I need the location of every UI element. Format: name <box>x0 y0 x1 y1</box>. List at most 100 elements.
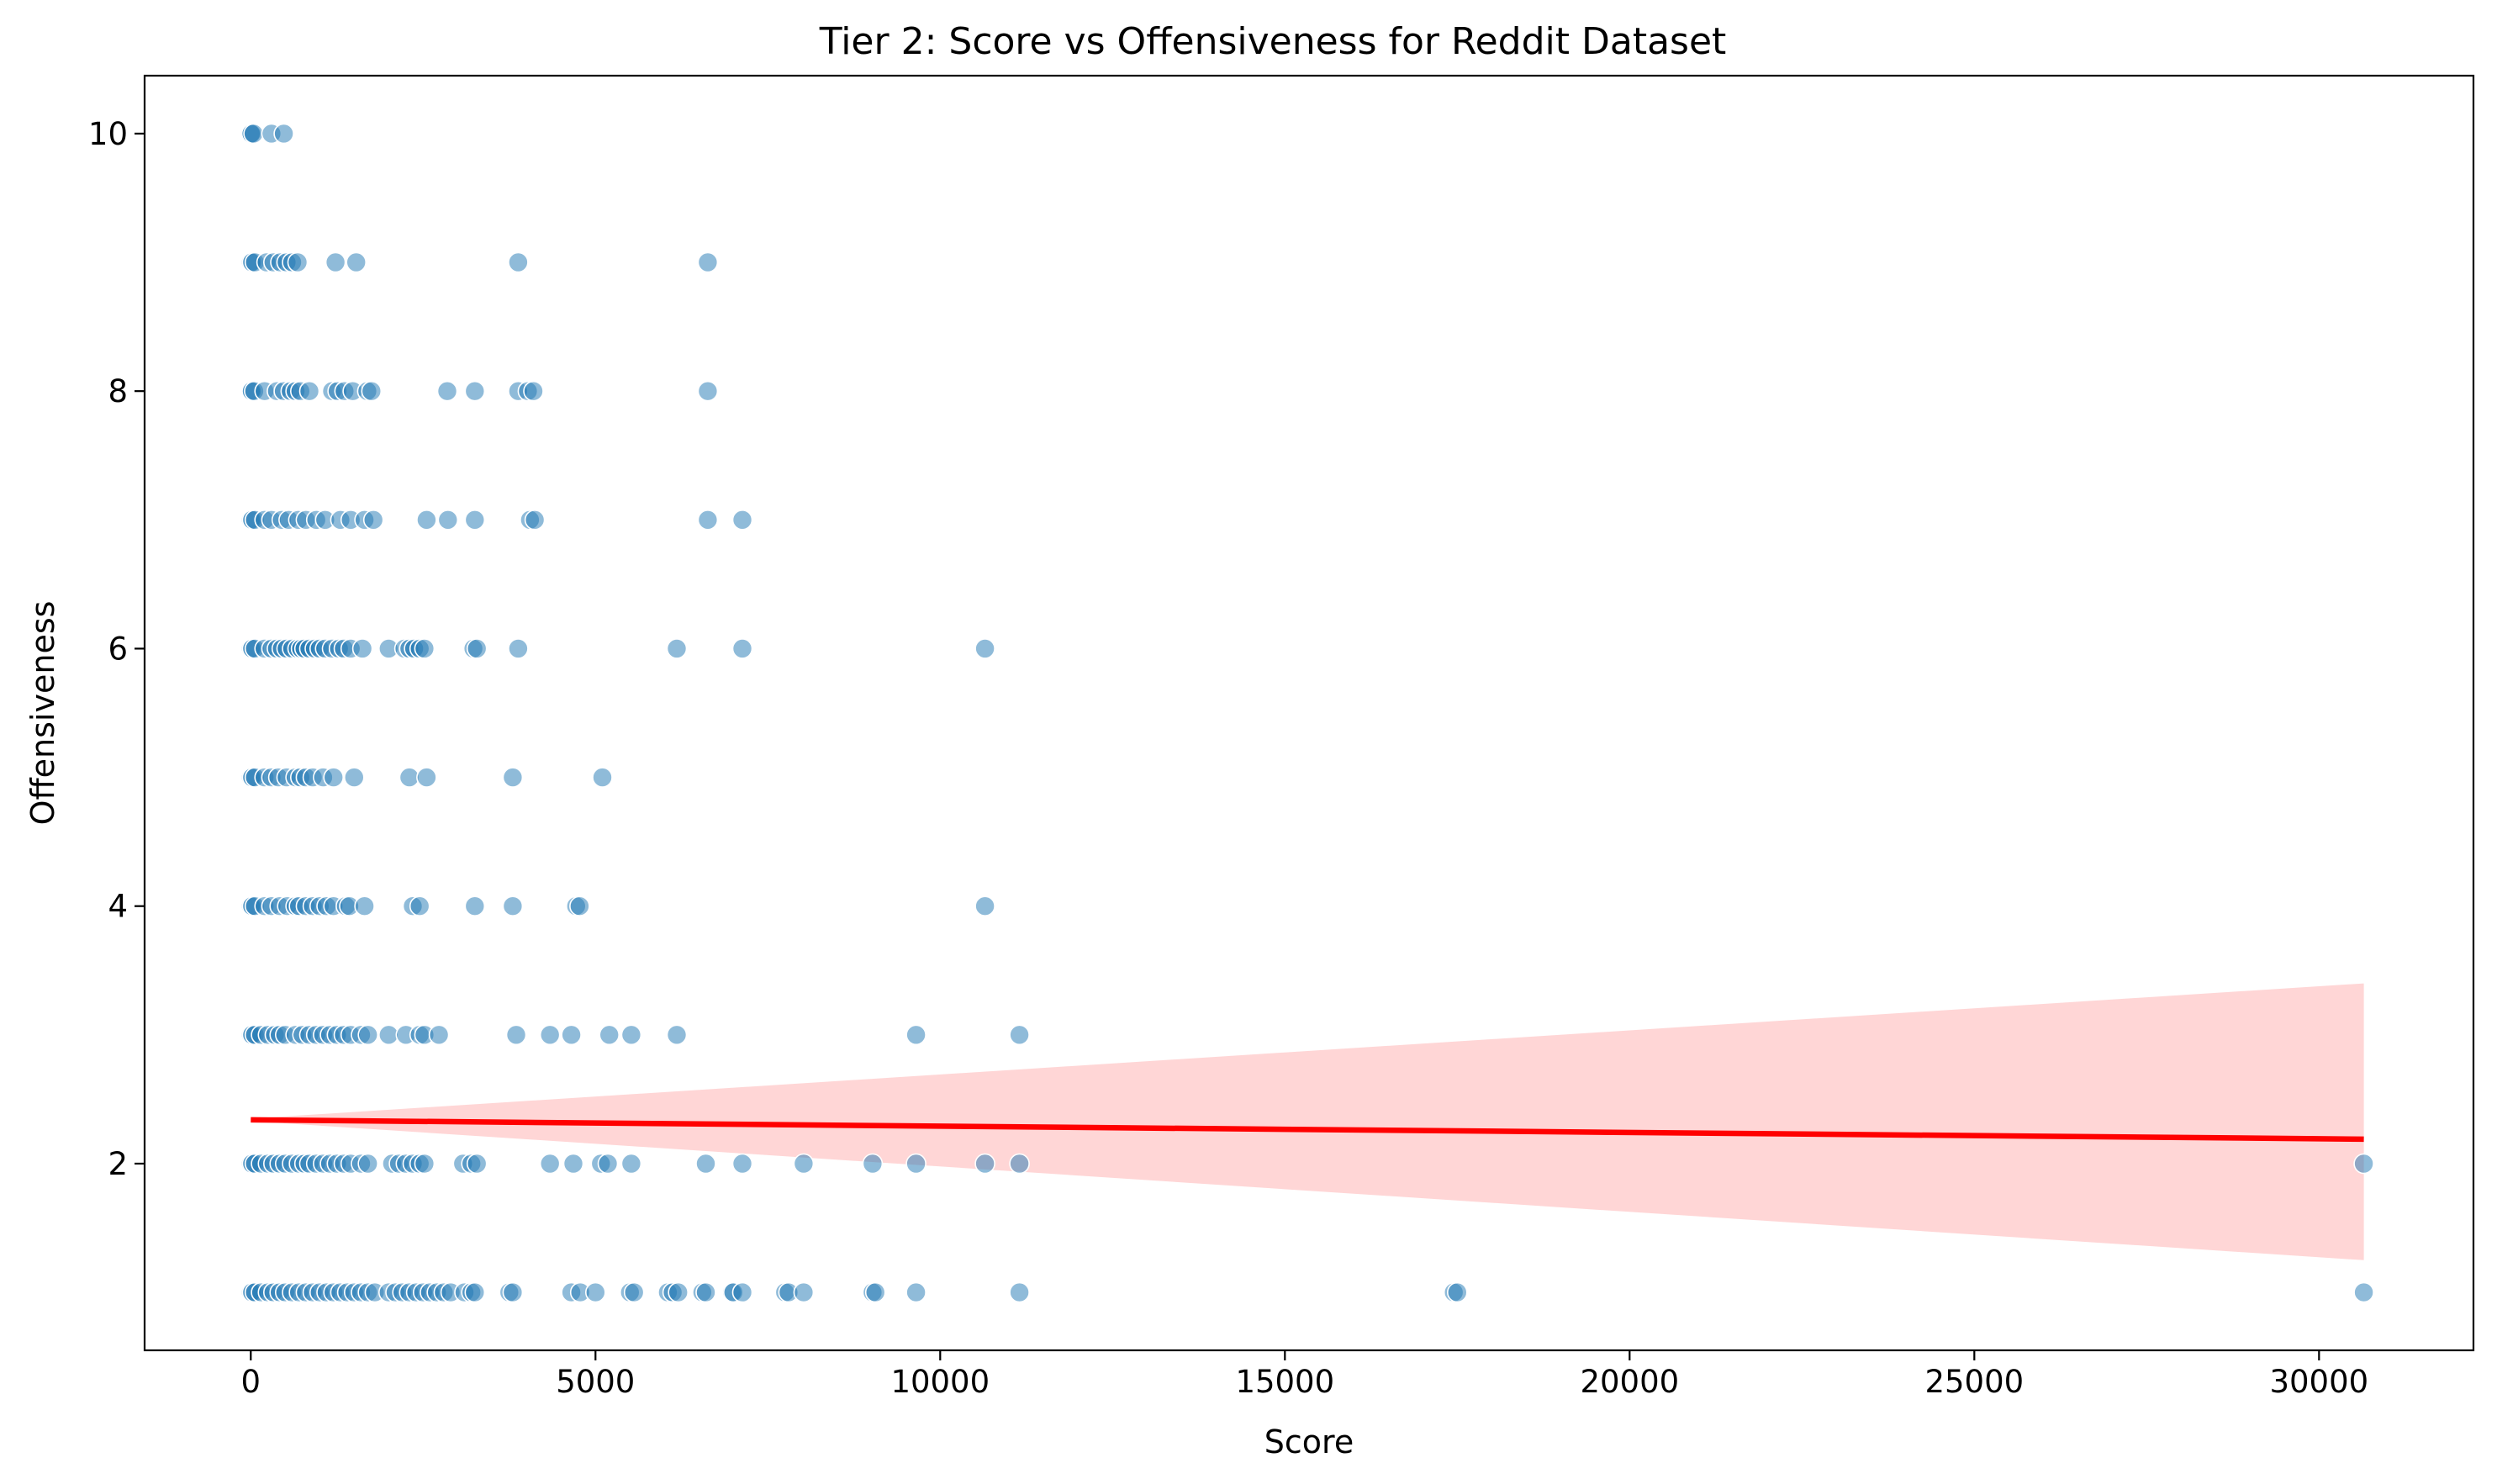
data-point <box>357 1024 379 1046</box>
data-point <box>1009 1281 1030 1303</box>
data-point <box>464 1281 486 1303</box>
x-axis: 0 5000 10000 15000 20000 25000 30000 <box>241 1350 2368 1400</box>
data-point <box>2353 1281 2374 1303</box>
x-tick-label: 5000 <box>556 1364 635 1400</box>
x-axis-label: Score <box>1264 1423 1354 1460</box>
data-point <box>666 1024 688 1046</box>
data-point <box>243 123 264 145</box>
data-point <box>346 251 367 273</box>
data-point <box>357 1153 379 1175</box>
data-point <box>731 1281 753 1303</box>
data-point <box>793 1281 815 1303</box>
y-axis: 2 4 6 8 10 <box>88 116 145 1182</box>
data-point <box>298 380 320 402</box>
y-axis-label: Offensiveness <box>24 601 61 826</box>
data-point <box>325 251 346 273</box>
data-point <box>697 509 719 531</box>
data-point <box>864 1281 886 1303</box>
data-point <box>464 509 486 531</box>
data-point <box>695 1281 716 1303</box>
data-point <box>505 1024 527 1046</box>
y-tick-label: 6 <box>108 631 128 667</box>
confidence-band <box>251 983 2364 1260</box>
data-point <box>974 895 995 916</box>
data-point <box>273 123 294 145</box>
x-tick-label: 15000 <box>1235 1364 1334 1400</box>
data-point <box>362 509 384 531</box>
data-point <box>2353 1153 2374 1175</box>
data-point <box>905 1153 926 1175</box>
data-point <box>502 767 524 788</box>
data-point <box>731 1153 753 1175</box>
data-point <box>597 1153 619 1175</box>
x-tick-label: 20000 <box>1580 1364 1679 1400</box>
data-point <box>539 1024 561 1046</box>
confidence-band-layer <box>251 983 2364 1260</box>
data-point <box>508 638 529 659</box>
regression-line-layer <box>251 1117 2364 1143</box>
data-point <box>584 1281 606 1303</box>
data-point <box>343 767 365 788</box>
y-tick-label: 10 <box>88 116 128 152</box>
data-point <box>666 638 688 659</box>
data-point <box>1009 1153 1030 1175</box>
data-point <box>623 1281 645 1303</box>
data-point <box>620 1024 642 1046</box>
data-point <box>466 638 488 659</box>
data-point <box>377 1024 399 1046</box>
data-point <box>464 895 486 916</box>
data-point <box>592 767 613 788</box>
data-point <box>695 1153 716 1175</box>
data-point <box>905 1281 926 1303</box>
data-point <box>905 1024 926 1046</box>
data-point <box>561 1024 582 1046</box>
data-points-layer <box>240 123 2374 1303</box>
y-tick-label: 2 <box>108 1146 128 1182</box>
data-point <box>416 509 437 531</box>
data-point <box>428 1024 450 1046</box>
chart-title: Tier 2: Score vs Offensiveness for Reddi… <box>819 20 1727 63</box>
data-point <box>414 638 436 659</box>
y-tick-label: 8 <box>108 373 128 409</box>
data-point <box>974 638 995 659</box>
data-point <box>287 251 309 273</box>
data-point <box>668 1281 689 1303</box>
data-point <box>539 1153 561 1175</box>
data-point <box>523 380 544 402</box>
data-point <box>416 767 437 788</box>
y-tick-label: 4 <box>108 889 128 925</box>
data-point <box>599 1024 620 1046</box>
data-point <box>502 1281 524 1303</box>
data-point <box>697 251 719 273</box>
data-point <box>354 895 375 916</box>
x-tick-label: 10000 <box>890 1364 990 1400</box>
data-point <box>731 509 753 531</box>
data-point <box>508 251 529 273</box>
data-point <box>361 380 383 402</box>
data-point <box>524 509 546 531</box>
data-point <box>466 1153 488 1175</box>
x-tick-label: 25000 <box>1924 1364 2024 1400</box>
data-point <box>409 895 430 916</box>
data-point <box>323 767 345 788</box>
data-point <box>793 1153 815 1175</box>
x-tick-label: 0 <box>241 1364 261 1400</box>
data-point <box>620 1153 642 1175</box>
x-tick-label: 30000 <box>2269 1364 2368 1400</box>
data-point <box>569 895 590 916</box>
plot-frame <box>143 74 2475 1352</box>
data-point <box>414 1153 436 1175</box>
data-point <box>1447 1281 1468 1303</box>
data-point <box>399 767 420 788</box>
data-point <box>862 1153 884 1175</box>
data-point <box>1009 1024 1030 1046</box>
data-point <box>974 1153 995 1175</box>
data-point <box>437 509 459 531</box>
data-point <box>464 380 486 402</box>
data-point <box>562 1153 584 1175</box>
data-point <box>502 895 524 916</box>
data-point <box>436 380 458 402</box>
regression-line <box>251 1117 2364 1143</box>
data-point <box>351 638 373 659</box>
